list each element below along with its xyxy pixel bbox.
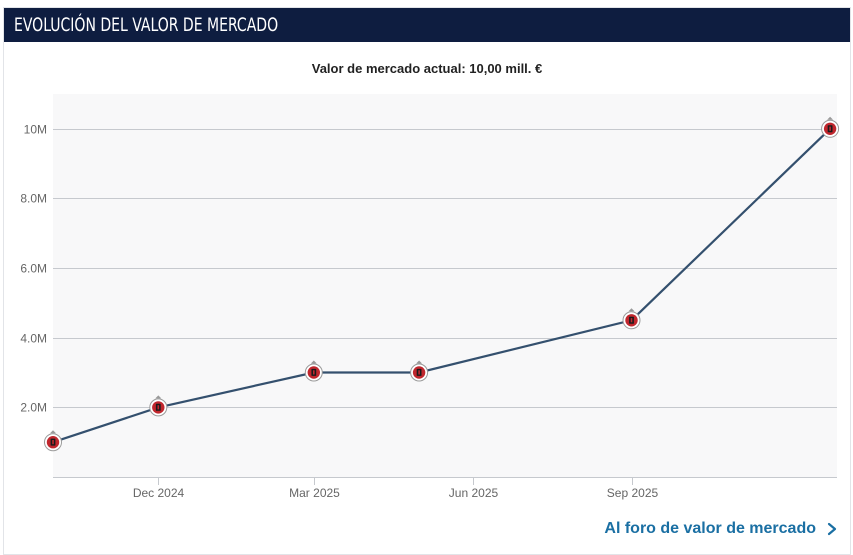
chevron-right-icon	[827, 522, 837, 536]
data-point-club-crest-icon[interactable]	[304, 360, 323, 382]
series-line	[52, 128, 831, 444]
market-value-forum-link[interactable]: Al foro de valor de mercado	[604, 520, 838, 538]
data-point-club-crest-icon[interactable]	[622, 308, 641, 330]
card-title: EVOLUCIÓN DEL VALOR DE MERCADO	[14, 14, 279, 36]
x-tick-label: Dec 2024	[133, 486, 185, 500]
data-point-club-crest-icon[interactable]	[149, 395, 168, 417]
x-tick-label: Jun 2025	[449, 486, 499, 500]
chart-title: Valor de mercado actual: 10,00 mill. €	[311, 61, 543, 76]
y-tick-label: 6.0M	[20, 262, 47, 276]
market-value-chart: 2.0M 4.0M 6.0M 8.0M 10M Dec 2024 Mar 2025 Jun …	[20, 94, 840, 500]
forum-link-label: Al foro de valor de mercado	[604, 520, 816, 537]
data-points	[44, 116, 840, 452]
plot-area	[53, 94, 837, 477]
x-tick-label: Sep 2025	[607, 486, 659, 500]
x-tick-label: Mar 2025	[289, 486, 340, 500]
grid-lines	[53, 129, 837, 408]
y-tick-label: 10M	[24, 123, 47, 137]
y-axis: 2.0M 4.0M 6.0M 8.0M 10M	[20, 123, 47, 415]
y-tick-label: 8.0M	[20, 192, 47, 206]
data-point-club-crest-icon[interactable]	[410, 360, 429, 382]
y-tick-label: 2.0M	[20, 401, 47, 415]
data-point-club-crest-icon[interactable]	[44, 430, 62, 452]
card-header: EVOLUCIÓN DEL VALOR DE MERCADO	[4, 8, 850, 42]
data-point-club-crest-icon[interactable]	[821, 116, 840, 138]
x-axis: Dec 2024 Mar 2025 Jun 2025 Sep 2025	[133, 477, 659, 500]
y-tick-label: 4.0M	[20, 332, 47, 346]
market-value-card: EVOLUCIÓN DEL VALOR DE MERCADO 2.0M 4.0M 6…	[3, 7, 851, 555]
